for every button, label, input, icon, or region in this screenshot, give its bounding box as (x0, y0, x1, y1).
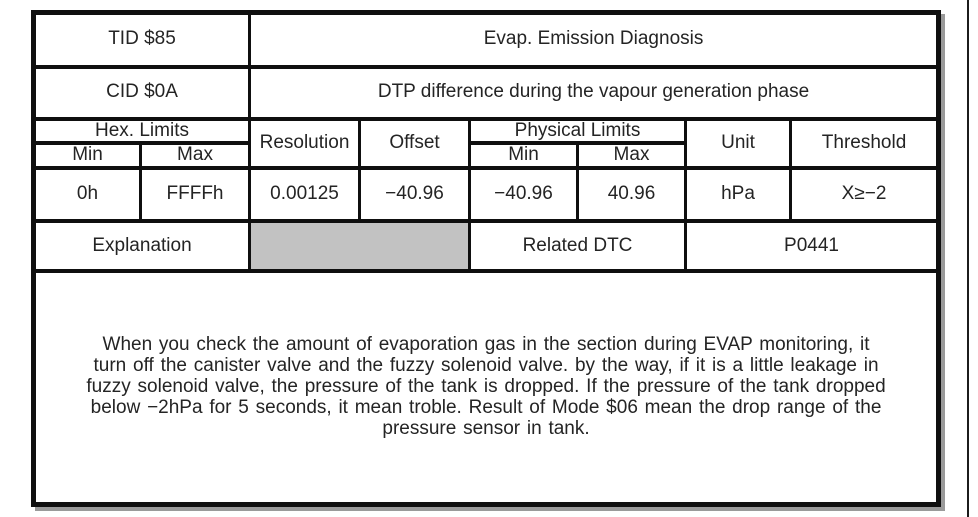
unit-header: Unit (684, 116, 792, 171)
cid-row: CID $0A DTP difference during the vapour… (32, 64, 941, 121)
explanation-text-row: When you check the amount of evaporation… (31, 269, 941, 507)
values-row: 0h FFFFh 0.00125 −40.96 −40.96 40.96 hPa… (32, 166, 941, 224)
resolution-header: Resolution (248, 116, 361, 171)
resolution-value: 0.00125 (248, 166, 361, 224)
min-max-header-row: Min Max Min Max (32, 141, 939, 171)
physical-max-value: 40.96 (576, 166, 687, 224)
physical-limits-header: Physical Limits (468, 116, 687, 146)
shaded-empty-cell (248, 219, 471, 274)
cid-title-cell: DTP difference during the vapour generat… (247, 64, 941, 121)
explanation-label-cell: Explanation (32, 219, 251, 274)
tid-label-cell: TID $85 (32, 10, 251, 69)
hex-max-header: Max (139, 141, 251, 171)
threshold-header: Threshold (788, 116, 941, 171)
hex-min-header: Min (32, 141, 142, 171)
offset-header: Offset (358, 116, 471, 171)
offset-value: −40.96 (358, 166, 471, 224)
tid-title-cell: Evap. Emission Diagnosis (247, 10, 941, 69)
explanation-row: Explanation Related DTC P0441 (32, 219, 941, 274)
group-header-row: Hex. Limits Resolution Offset Physical L… (32, 116, 941, 171)
tid-row: TID $85 Evap. Emission Diagnosis (32, 10, 941, 69)
unit-value: hPa (684, 166, 792, 224)
explanation-paragraph: When you check the amount of evaporation… (31, 269, 941, 507)
page-edge-rule (967, 0, 969, 517)
threshold-value: X≥−2 (788, 166, 941, 224)
hex-min-value: 0h (32, 166, 142, 224)
diagnosis-spec-table: TID $85 Evap. Emission Diagnosis CID $0A… (31, 10, 942, 507)
physical-max-header: Max (576, 141, 687, 171)
hex-max-value: FFFFh (139, 166, 251, 224)
cid-label-cell: CID $0A (32, 64, 251, 121)
hex-limits-header: Hex. Limits (32, 116, 251, 146)
related-dtc-value-cell: P0441 (683, 219, 941, 274)
physical-min-header: Min (468, 141, 579, 171)
related-dtc-label-cell: Related DTC (468, 219, 687, 274)
physical-min-value: −40.96 (468, 166, 579, 224)
